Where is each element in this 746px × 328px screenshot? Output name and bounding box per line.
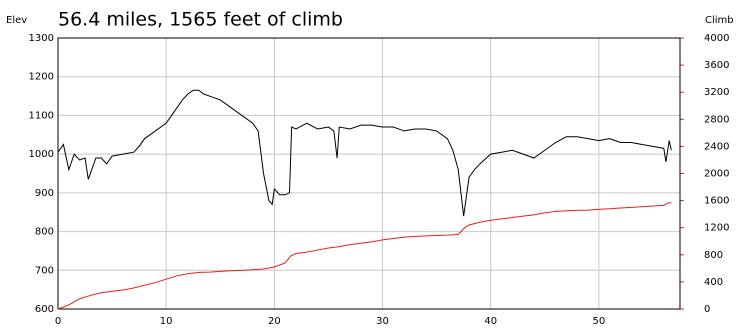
y-tick-label: 1200 — [29, 72, 54, 83]
y-tick-label: 600 — [35, 304, 54, 315]
y-axis-label: Elev — [6, 15, 27, 26]
y2-tick-label: 2000 — [704, 169, 729, 180]
chart-title: 56.4 miles, 1565 feet of climb — [58, 9, 343, 31]
y2-tick-label: 2400 — [704, 141, 729, 152]
y2-tick-label: 800 — [704, 250, 723, 261]
y-tick-label: 1100 — [29, 110, 54, 121]
y2-tick-label: 2800 — [704, 114, 729, 125]
y2-tick-label: 4000 — [704, 33, 729, 44]
x-tick-label: 40 — [484, 316, 497, 327]
y-tick-label: 900 — [35, 188, 54, 199]
line — [57, 89, 672, 217]
plot-frame — [57, 37, 681, 310]
y2-tick-label: 1600 — [704, 196, 729, 207]
y-tick-label: 800 — [35, 227, 54, 238]
y-tick-label: 700 — [35, 265, 54, 276]
x-tick-label: 0 — [55, 316, 61, 327]
y2-tick-label: 0 — [704, 304, 710, 315]
x-tick-label: 10 — [160, 316, 173, 327]
y2-tick-label: 1200 — [704, 223, 729, 234]
y-tick-label: 1300 — [29, 33, 54, 44]
x-tick-label: 20 — [268, 316, 281, 327]
y2-tick-label: 3200 — [704, 87, 729, 98]
x-tick-label: 50 — [593, 316, 606, 327]
y2-axis-label: Climb — [705, 15, 734, 26]
x-tick-label: 30 — [376, 316, 389, 327]
y2-tick-label: 400 — [704, 277, 723, 288]
y2-tick-label: 3600 — [704, 60, 729, 71]
line — [57, 202, 672, 310]
y-tick-label: 1000 — [29, 149, 54, 160]
